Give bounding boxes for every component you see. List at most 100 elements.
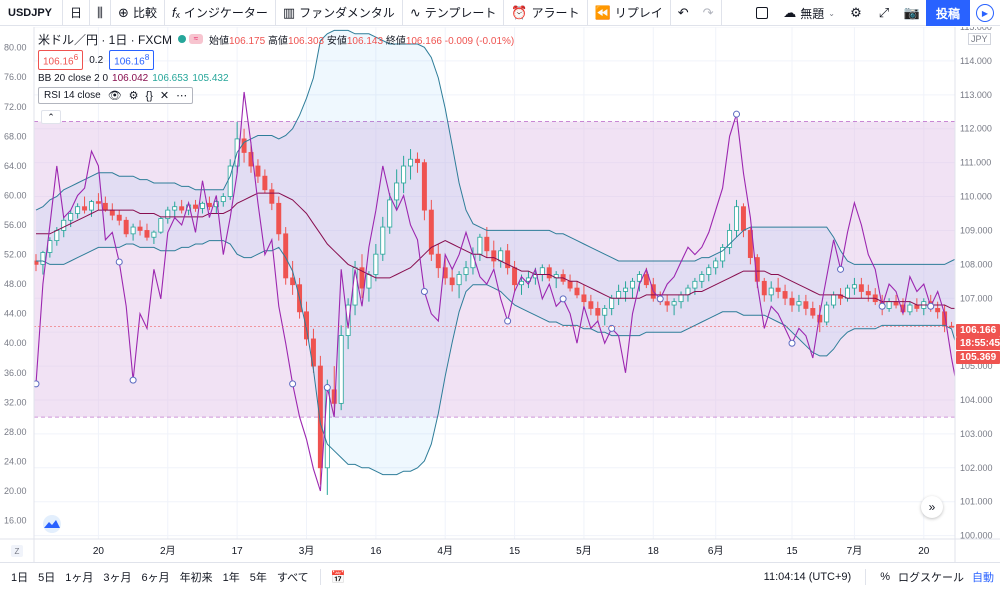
range-1d[interactable]: 1日 bbox=[11, 571, 29, 584]
candle-body bbox=[95, 201, 101, 204]
rsi-tick-label: 76.00 bbox=[4, 72, 27, 82]
time-tick-label: 15 bbox=[509, 546, 521, 557]
candle bbox=[199, 201, 205, 214]
candle bbox=[810, 301, 816, 319]
candle bbox=[144, 223, 150, 241]
chart-type-button[interactable]: ⫼ bbox=[90, 0, 112, 26]
symbol-search[interactable]: USDJPY bbox=[0, 0, 64, 26]
more-icon[interactable]: ⋯ bbox=[176, 90, 188, 102]
candle-body bbox=[713, 260, 719, 269]
templates-button[interactable]: ∿ テンプレート bbox=[403, 0, 505, 26]
rsi-tick-label: 44.00 bbox=[4, 309, 27, 319]
undo-button[interactable]: ↶ bbox=[671, 0, 696, 26]
publish-button[interactable]: 投稿 bbox=[925, 0, 970, 26]
buy-button[interactable]: 106.168 bbox=[109, 50, 155, 70]
candle-body bbox=[428, 209, 434, 255]
candle bbox=[713, 257, 719, 275]
scroll-to-realtime-button[interactable]: » bbox=[921, 496, 943, 518]
range-5d[interactable]: 5日 bbox=[38, 571, 56, 584]
candle-body bbox=[338, 335, 344, 404]
candle bbox=[747, 227, 753, 265]
auto-scale-toggle[interactable]: 自動 bbox=[972, 572, 994, 584]
candle bbox=[401, 155, 407, 194]
range-5y[interactable]: 5年 bbox=[249, 571, 267, 584]
log-scale-toggle[interactable]: ログスケール bbox=[898, 572, 964, 584]
candle-body bbox=[331, 389, 337, 404]
rsi-legend[interactable]: RSI 14 close 👁 ⚙ {} ✕ ⋯ bbox=[38, 87, 194, 104]
candle bbox=[408, 149, 414, 180]
candle bbox=[727, 223, 733, 255]
range-3m[interactable]: 3ヶ月 bbox=[103, 571, 132, 584]
snapshot-button[interactable]: 📷 bbox=[898, 0, 926, 26]
price-tick-label: 107.000 bbox=[960, 293, 993, 303]
rsi-marker bbox=[608, 324, 616, 332]
candle-body bbox=[616, 291, 622, 299]
layout-button[interactable] bbox=[748, 0, 776, 26]
rsi-marker bbox=[289, 380, 297, 388]
time-tick-label: 20 bbox=[918, 546, 930, 557]
time-tick-label: 15 bbox=[786, 546, 798, 557]
legend-symbol-title[interactable]: 米ドル／円 · 1日 · FXCM bbox=[38, 32, 172, 47]
candle bbox=[574, 281, 580, 299]
zoom-reset-icon[interactable]: Z bbox=[11, 545, 23, 557]
price-chart[interactable]: 80.00 76.00 72.00 68.00 64.00 60.00 56.00 52.00… bbox=[0, 27, 1000, 562]
candle-body bbox=[512, 267, 518, 286]
candle-body bbox=[456, 274, 462, 286]
time-axis[interactable]: 20 2月 17 3月 16 4月 15 5月 18 6月 15 7月 20 bbox=[0, 538, 1000, 562]
close-icon[interactable]: ✕ bbox=[159, 90, 170, 102]
candle-body bbox=[262, 175, 268, 191]
bar-chart-icon: ▥ bbox=[282, 4, 296, 20]
candle-body bbox=[609, 297, 615, 309]
fundamentals-button[interactable]: ▥ ファンダメンタル bbox=[276, 0, 403, 26]
range-ytd[interactable]: 年初来 bbox=[179, 571, 213, 584]
candle-body bbox=[102, 202, 108, 211]
candle-body bbox=[539, 267, 545, 275]
candle-body bbox=[199, 202, 205, 209]
tradingview-logo-icon[interactable] bbox=[40, 515, 64, 533]
alert-button[interactable]: ⏰ アラート bbox=[504, 0, 588, 26]
play-button[interactable]: ▶ bbox=[970, 0, 1000, 26]
eye-icon[interactable]: 👁 bbox=[107, 90, 122, 102]
range-1y[interactable]: 1年 bbox=[222, 571, 240, 584]
candle bbox=[664, 294, 670, 312]
spread-value: 0.2 bbox=[89, 54, 104, 66]
candle-body bbox=[373, 253, 379, 275]
currency-label[interactable]: JPY bbox=[968, 33, 991, 45]
gear-icon[interactable]: ⚙ bbox=[128, 90, 139, 102]
sell-button[interactable]: 106.166 bbox=[38, 50, 84, 70]
candle-body bbox=[588, 301, 594, 309]
candle-body bbox=[699, 274, 705, 282]
layout-name-dropdown[interactable]: ☁ 無題 ⌄ bbox=[783, 5, 835, 21]
redo-button[interactable]: ↷ bbox=[696, 0, 722, 26]
bb-legend[interactable]: BB 20 close 2 0 106.042 106.653 105.432 bbox=[38, 73, 229, 84]
indicators-button[interactable]: fₓ インジケーター bbox=[165, 0, 276, 26]
source-code-icon[interactable]: {} bbox=[145, 89, 153, 102]
fullscreen-button[interactable]: ⤢ bbox=[870, 0, 898, 26]
price-tick-label: 109.000 bbox=[960, 225, 993, 235]
bollinger-upper-line bbox=[35, 29, 959, 265]
rsi-axis[interactable]: 80.00 76.00 72.00 68.00 64.00 60.00 56.00 52.00… bbox=[0, 27, 35, 539]
interval-selector[interactable]: 日 bbox=[63, 0, 91, 26]
candle bbox=[116, 210, 122, 226]
chevron-up-icon: ⌃ bbox=[47, 111, 55, 122]
calendar-icon[interactable]: 📅 bbox=[330, 569, 346, 584]
range-all[interactable]: すべて bbox=[276, 571, 309, 584]
candle bbox=[630, 277, 635, 299]
bottom-right: 11:04:14 (UTC+9) % ログスケール 自動 bbox=[764, 563, 994, 590]
price-axis[interactable]: 115.000 114.000 113.000 112.000 111.000 110.0… bbox=[954, 27, 1000, 541]
replay-button[interactable]: ⏪ リプレイ bbox=[588, 0, 671, 26]
range-6m[interactable]: 6ヶ月 bbox=[141, 571, 170, 584]
candle-body bbox=[366, 274, 372, 289]
compare-button[interactable]: ⊕ 比較 bbox=[111, 0, 165, 26]
collapse-legend-button[interactable]: ⌃ bbox=[41, 110, 61, 124]
candle-body bbox=[664, 301, 670, 306]
range-1m[interactable]: 1ヶ月 bbox=[65, 571, 94, 584]
candle bbox=[907, 301, 913, 316]
time-tick-label: 17 bbox=[232, 546, 244, 557]
candle bbox=[310, 328, 316, 373]
settings-button[interactable]: ⚙ bbox=[842, 0, 870, 26]
candle bbox=[546, 264, 552, 282]
price-tick-label: 103.000 bbox=[960, 429, 993, 439]
percent-toggle[interactable]: % bbox=[880, 571, 890, 583]
clock-time[interactable]: 11:04:14 (UTC+9) bbox=[763, 571, 852, 583]
